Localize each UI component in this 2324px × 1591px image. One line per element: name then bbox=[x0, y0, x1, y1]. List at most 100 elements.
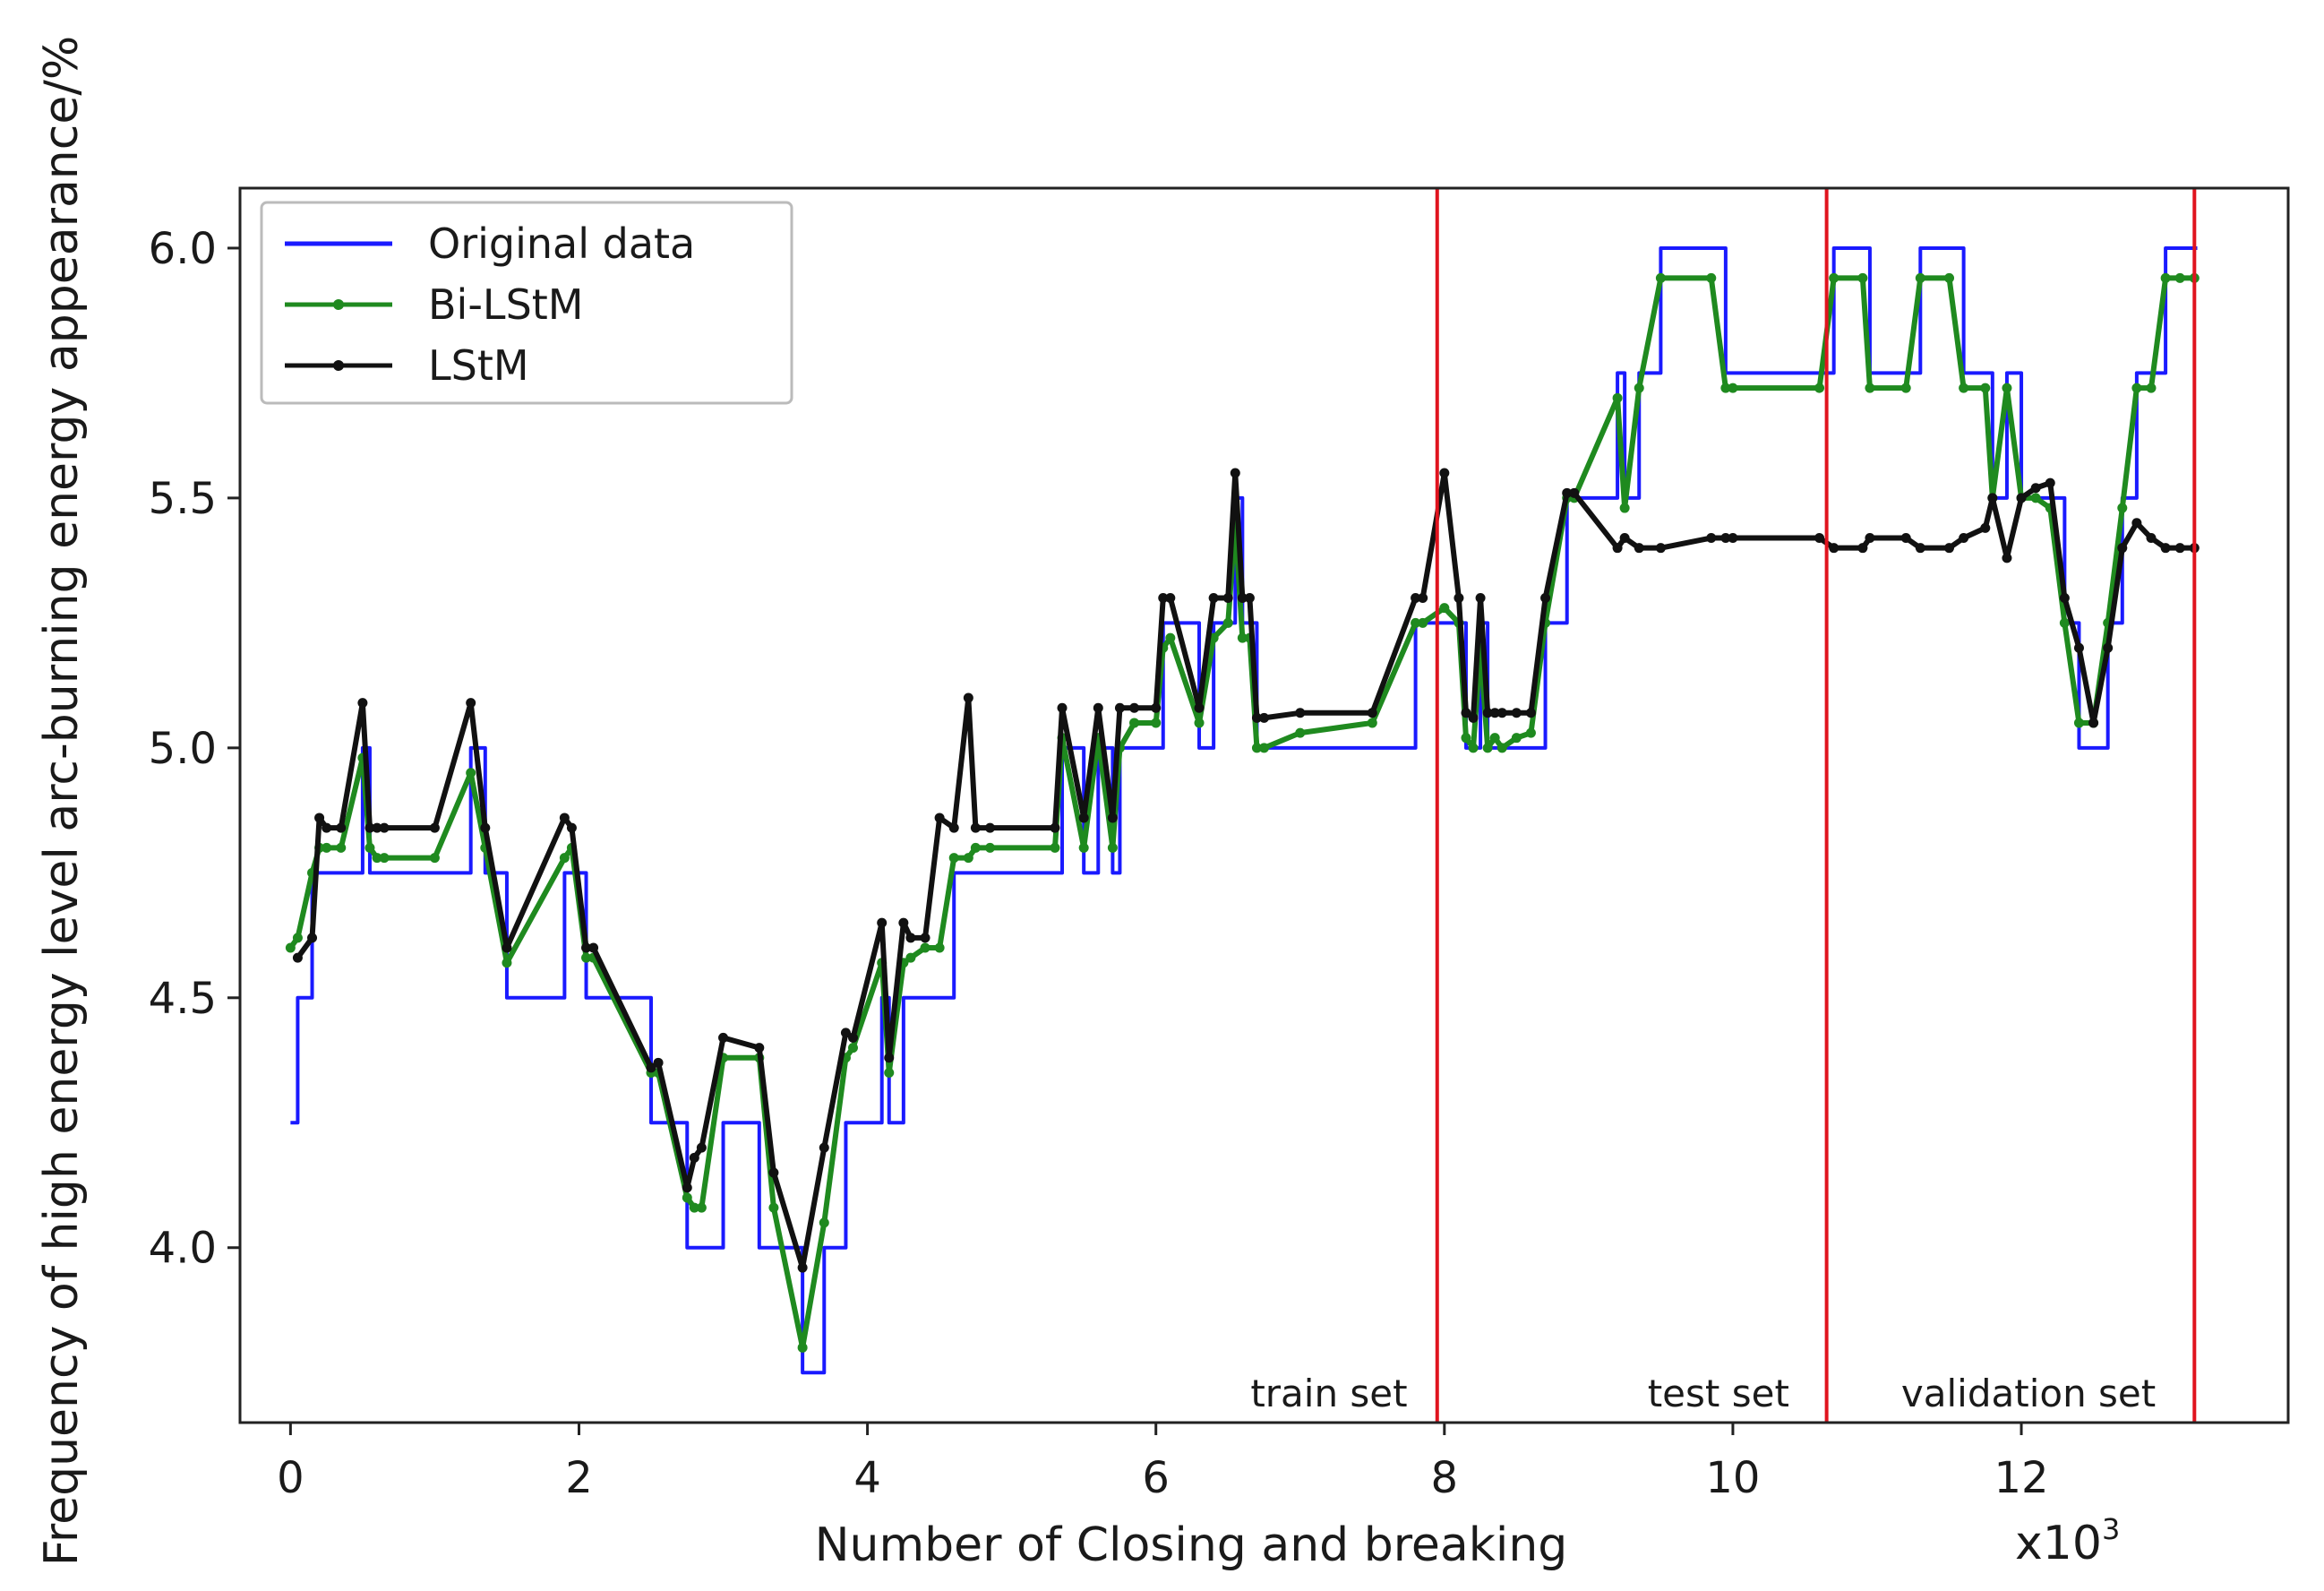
data-point-lstm bbox=[1411, 592, 1421, 603]
data-point-bi-lstm bbox=[1411, 617, 1421, 628]
data-point-lstm bbox=[934, 813, 945, 823]
data-point-lstm bbox=[1706, 533, 1717, 544]
data-point-lstm bbox=[1194, 702, 1205, 713]
data-point-bi-lstm bbox=[1222, 617, 1233, 628]
data-point-bi-lstm bbox=[934, 942, 945, 953]
region-label: train set bbox=[1250, 1372, 1407, 1415]
data-point-bi-lstm bbox=[1107, 842, 1118, 853]
data-point-bi-lstm bbox=[1468, 743, 1479, 753]
data-point-bi-lstm bbox=[379, 853, 390, 864]
data-point-lstm bbox=[1475, 592, 1486, 603]
data-point-lstm bbox=[1987, 493, 1998, 503]
data-point-lstm bbox=[1208, 592, 1219, 603]
data-point-lstm bbox=[1050, 822, 1060, 833]
data-point-lstm bbox=[1569, 487, 1580, 498]
data-point-lstm bbox=[653, 1057, 664, 1068]
data-point-bi-lstm bbox=[1980, 383, 1991, 393]
data-point-lstm bbox=[1418, 592, 1428, 603]
data-point-lstm bbox=[2103, 642, 2114, 653]
y-axis-title: Frequency of high energy level arc-burni… bbox=[35, 36, 89, 1567]
data-point-bi-lstm bbox=[2117, 503, 2128, 513]
data-point-lstm bbox=[1251, 712, 1262, 723]
data-point-bi-lstm bbox=[819, 1217, 829, 1228]
data-point-lstm bbox=[372, 822, 382, 833]
x-tick-label: 4 bbox=[853, 1453, 881, 1503]
data-point-lstm bbox=[307, 933, 318, 943]
data-point-lstm bbox=[1829, 543, 1839, 554]
data-point-lstm bbox=[1540, 592, 1551, 603]
data-point-bi-lstm bbox=[1720, 383, 1731, 393]
data-point-lstm bbox=[1093, 702, 1103, 713]
legend: Original data Bi-LStM LStM bbox=[260, 201, 793, 405]
data-point-bi-lstm bbox=[2131, 383, 2142, 393]
data-point-lstm bbox=[840, 1028, 851, 1038]
data-point-bi-lstm bbox=[963, 853, 973, 864]
x-tick-label: 12 bbox=[1994, 1453, 2049, 1503]
data-point-lstm bbox=[1634, 543, 1644, 554]
region-label: validation set bbox=[1901, 1372, 2156, 1415]
data-point-lstm bbox=[1619, 533, 1630, 544]
data-point-bi-lstm bbox=[1237, 632, 1248, 643]
data-point-lstm bbox=[689, 1152, 699, 1163]
y-tick-label: 5.5 bbox=[149, 474, 217, 524]
data-point-lstm bbox=[2131, 518, 2142, 529]
data-point-bi-lstm bbox=[1129, 718, 1140, 728]
data-point-lstm bbox=[2059, 592, 2070, 603]
series-group bbox=[285, 245, 2200, 1375]
data-point-lstm bbox=[1489, 708, 1500, 718]
data-point-lstm bbox=[314, 813, 325, 823]
data-point-lstm bbox=[819, 1142, 829, 1153]
data-point-lstm bbox=[2030, 483, 2041, 494]
data-point-lstm bbox=[588, 942, 599, 953]
data-point-bi-lstm bbox=[1511, 733, 1522, 744]
data-point-lstm bbox=[768, 1167, 779, 1178]
data-point-lstm bbox=[1367, 708, 1377, 718]
data-point-lstm bbox=[1959, 533, 1969, 544]
y-tick-label: 4.5 bbox=[149, 974, 217, 1024]
data-point-bi-lstm bbox=[1251, 743, 1262, 753]
data-point-lstm bbox=[559, 813, 570, 823]
data-point-bi-lstm bbox=[1944, 272, 1955, 283]
x-tick-label: 8 bbox=[1431, 1453, 1459, 1503]
data-point-bi-lstm bbox=[285, 942, 296, 953]
data-point-lstm bbox=[1562, 487, 1573, 498]
data-point-bi-lstm bbox=[1814, 383, 1825, 393]
data-point-bi-lstm bbox=[768, 1202, 779, 1213]
data-point-bi-lstm bbox=[2030, 493, 2041, 503]
data-point-lstm bbox=[754, 1043, 765, 1054]
data-point-bi-lstm bbox=[1367, 718, 1377, 728]
data-point-bi-lstm bbox=[2002, 383, 2012, 393]
data-point-bi-lstm bbox=[502, 958, 512, 968]
data-point-lstm bbox=[466, 698, 476, 709]
data-point-bi-lstm bbox=[1489, 733, 1500, 744]
data-point-lstm bbox=[566, 822, 577, 833]
data-point-bi-lstm bbox=[696, 1202, 707, 1213]
data-point-bi-lstm bbox=[1165, 632, 1176, 643]
x-axis-multiplier-exponent: 3 bbox=[2102, 1512, 2120, 1546]
data-point-bi-lstm bbox=[581, 952, 592, 963]
data-point-bi-lstm bbox=[2146, 383, 2157, 393]
data-point-lstm bbox=[429, 822, 440, 833]
data-point-lstm bbox=[2088, 718, 2099, 728]
data-point-bi-lstm bbox=[429, 853, 440, 864]
data-point-bi-lstm bbox=[2073, 718, 2084, 728]
legend-marker-lstm bbox=[333, 360, 344, 371]
data-point-bi-lstm bbox=[292, 933, 303, 943]
data-point-lstm bbox=[364, 822, 375, 833]
data-point-bi-lstm bbox=[1439, 603, 1450, 614]
data-point-bi-lstm bbox=[1915, 272, 1925, 283]
x-tick-label: 10 bbox=[1705, 1453, 1760, 1503]
series-line-lstm bbox=[295, 470, 2195, 1271]
data-point-lstm bbox=[1900, 533, 1911, 544]
data-point-lstm bbox=[2160, 543, 2171, 554]
region-label: test set bbox=[1648, 1372, 1789, 1415]
data-point-bi-lstm bbox=[1259, 743, 1269, 753]
data-point-bi-lstm bbox=[336, 842, 347, 853]
data-point-lstm bbox=[970, 822, 981, 833]
legend-label-lstm: LStM bbox=[428, 341, 529, 390]
y-tick-label: 4.0 bbox=[149, 1224, 217, 1274]
data-point-lstm bbox=[1114, 702, 1125, 713]
y-tick-label: 6.0 bbox=[149, 224, 217, 274]
data-point-lstm bbox=[1461, 708, 1471, 718]
data-point-lstm bbox=[2045, 477, 2055, 488]
